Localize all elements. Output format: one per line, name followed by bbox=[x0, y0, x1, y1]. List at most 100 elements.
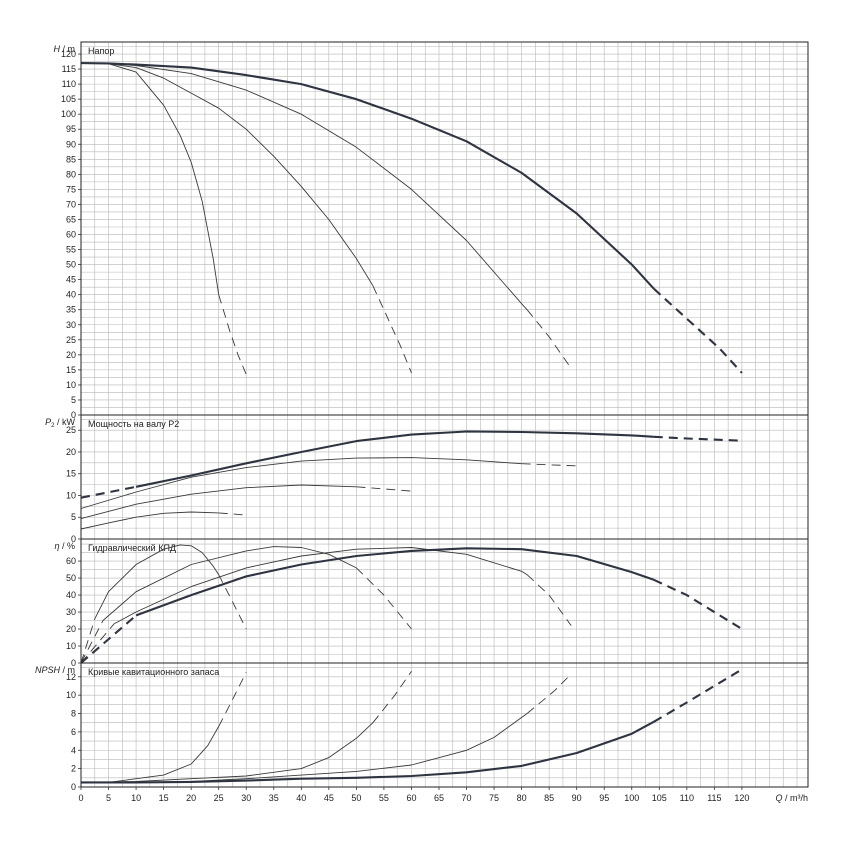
curve-solid-2 bbox=[80, 484, 357, 520]
y-tick-label: 55 bbox=[66, 245, 76, 255]
x-tick-label: 55 bbox=[379, 793, 389, 803]
y-tick-label: 0 bbox=[71, 534, 76, 544]
y-tick-label: 2 bbox=[71, 764, 76, 774]
curve-solid-2 bbox=[80, 62, 374, 286]
y-tick-label: 80 bbox=[66, 169, 76, 179]
y-tick-label: 5 bbox=[71, 395, 76, 405]
curve-solid-4 bbox=[135, 430, 654, 488]
y-tick-label: 40 bbox=[66, 290, 76, 300]
y-tick-label: 30 bbox=[66, 607, 76, 617]
y-tick-label: 70 bbox=[66, 199, 76, 209]
y-tick-label: 20 bbox=[66, 447, 76, 457]
x-tick-label: 45 bbox=[324, 793, 334, 803]
y-tick-label: 15 bbox=[66, 365, 76, 375]
y-axis-label: NPSH / m bbox=[35, 665, 75, 675]
y-tick-label: 120 bbox=[61, 49, 76, 59]
curve-dashed-tail-2 bbox=[356, 567, 412, 630]
y-tick-label: 20 bbox=[66, 350, 76, 360]
x-tick-label: 70 bbox=[462, 793, 472, 803]
y-tick-label: 30 bbox=[66, 320, 76, 330]
x-tick-label: 35 bbox=[269, 793, 279, 803]
y-tick-label: 20 bbox=[66, 624, 76, 634]
curve-dashed-1 bbox=[218, 671, 247, 727]
panel-frame bbox=[80, 662, 809, 788]
y-tick-label: 85 bbox=[66, 154, 76, 164]
curve-solid-2 bbox=[80, 722, 374, 783]
y-tick-label: 60 bbox=[66, 556, 76, 566]
x-tick-label: 15 bbox=[159, 793, 169, 803]
panel-title: Кривые кавитационного запаса bbox=[88, 667, 219, 677]
y-tick-label: 25 bbox=[66, 425, 76, 435]
x-tick-label: 25 bbox=[214, 793, 224, 803]
x-tick-label: 65 bbox=[434, 793, 444, 803]
curve-solid-1 bbox=[80, 62, 220, 295]
curve-dashed-3 bbox=[526, 309, 572, 369]
x-tick-label: 5 bbox=[106, 793, 111, 803]
y-tick-label: 10 bbox=[66, 641, 76, 651]
curve-dashed-2 bbox=[372, 671, 412, 723]
y-tick-label: 95 bbox=[66, 124, 76, 134]
curve-dashed-1 bbox=[218, 294, 247, 375]
y-tick-label: 115 bbox=[62, 64, 76, 74]
y-tick-label: 25 bbox=[66, 335, 76, 345]
panel-title: Гидравлический КПД bbox=[88, 543, 176, 553]
panel-title: Напор bbox=[88, 46, 114, 56]
y-tick-label: 12 bbox=[66, 672, 76, 682]
y-tick-label: 10 bbox=[66, 490, 76, 500]
y-axis-label: P2 / kW bbox=[45, 417, 75, 429]
panel-frame bbox=[80, 41, 809, 416]
x-tick-label: 40 bbox=[296, 793, 306, 803]
x-tick-label: 20 bbox=[186, 793, 196, 803]
x-tick-label: 10 bbox=[131, 793, 141, 803]
curve-dashed-2 bbox=[80, 620, 104, 664]
y-tick-label: 10 bbox=[66, 690, 76, 700]
curve-solid-4 bbox=[81, 720, 655, 784]
x-tick-label: 0 bbox=[78, 793, 83, 803]
x-tick-label: 105 bbox=[652, 793, 667, 803]
y-tick-label: 45 bbox=[66, 275, 76, 285]
curve-solid-1 bbox=[94, 544, 220, 620]
curve-dashed-2 bbox=[356, 486, 412, 492]
y-tick-label: 35 bbox=[66, 305, 76, 315]
curve-dashed-1 bbox=[218, 512, 247, 516]
y-tick-label: 60 bbox=[66, 230, 76, 240]
curve-dashed-4 bbox=[80, 485, 137, 499]
x-tick-label: 60 bbox=[406, 793, 416, 803]
y-tick-label: 10 bbox=[66, 380, 76, 390]
curve-dashed-3 bbox=[526, 673, 572, 714]
x-tick-label: 115 bbox=[707, 793, 721, 803]
y-tick-label: 50 bbox=[66, 573, 76, 583]
curve-dashed-1 bbox=[80, 618, 96, 664]
y-tick-label: 6 bbox=[71, 727, 76, 737]
x-tick-label: 100 bbox=[624, 793, 639, 803]
curve-dashed-tail-4 bbox=[653, 435, 742, 442]
curve-solid-4 bbox=[80, 62, 655, 290]
y-tick-label: 50 bbox=[66, 260, 76, 270]
y-tick-label: 15 bbox=[66, 469, 76, 479]
curve-solid-4 bbox=[135, 547, 655, 617]
x-tick-label: 30 bbox=[241, 793, 251, 803]
curve-dashed-tail-4 bbox=[653, 578, 743, 630]
x-tick-label: 75 bbox=[489, 793, 499, 803]
y-axis-label: H / m bbox=[54, 44, 76, 54]
panel-frame bbox=[80, 538, 809, 664]
curve-dashed-tail-1 bbox=[218, 574, 247, 630]
y-tick-label: 105 bbox=[61, 94, 76, 104]
x-tick-label: 95 bbox=[599, 793, 609, 803]
y-tick-label: 100 bbox=[61, 109, 76, 119]
y-tick-label: 5 bbox=[71, 512, 76, 522]
curve-dashed-2 bbox=[372, 285, 412, 374]
y-tick-label: 0 bbox=[71, 782, 76, 792]
curve-dashed-tail-3 bbox=[526, 574, 572, 626]
y-tick-label: 65 bbox=[66, 214, 76, 224]
curve-solid-3 bbox=[80, 457, 522, 509]
y-tick-label: 90 bbox=[66, 139, 76, 149]
x-tick-label: 110 bbox=[680, 793, 694, 803]
curve-dashed-3 bbox=[80, 623, 115, 664]
y-tick-label: 0 bbox=[71, 410, 76, 420]
y-tick-label: 40 bbox=[66, 590, 76, 600]
y-tick-label: 4 bbox=[71, 745, 76, 755]
curve-solid-3 bbox=[113, 547, 528, 625]
